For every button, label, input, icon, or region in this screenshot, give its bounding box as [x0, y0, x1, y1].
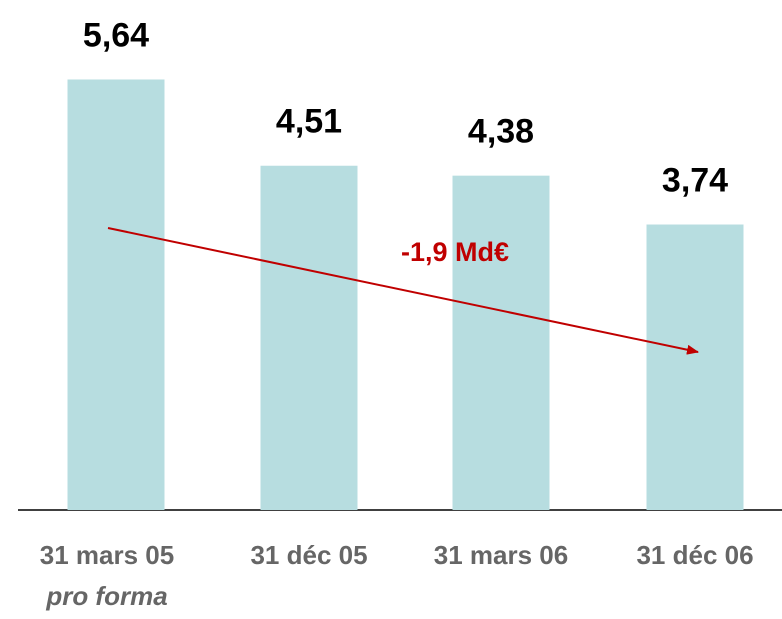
x-tick-label: 31 déc 06 [636, 540, 753, 570]
value-label: 4,38 [468, 113, 534, 151]
bar [67, 79, 165, 510]
value-label: 4,51 [276, 103, 342, 141]
x-tick-label: 31 mars 06 [434, 540, 568, 570]
trend-arrow [107, 227, 699, 355]
bar [260, 165, 358, 510]
category-note: pro forma [45, 581, 167, 611]
value-label: 5,64 [83, 16, 149, 54]
bar [452, 175, 550, 510]
annotation: -1,9 Md€ [401, 237, 509, 267]
value-label: 3,74 [662, 161, 728, 199]
x-tick-label: 31 mars 05 [40, 540, 174, 570]
x-tick-label: 31 déc 05 [250, 540, 367, 570]
bar [646, 224, 744, 510]
